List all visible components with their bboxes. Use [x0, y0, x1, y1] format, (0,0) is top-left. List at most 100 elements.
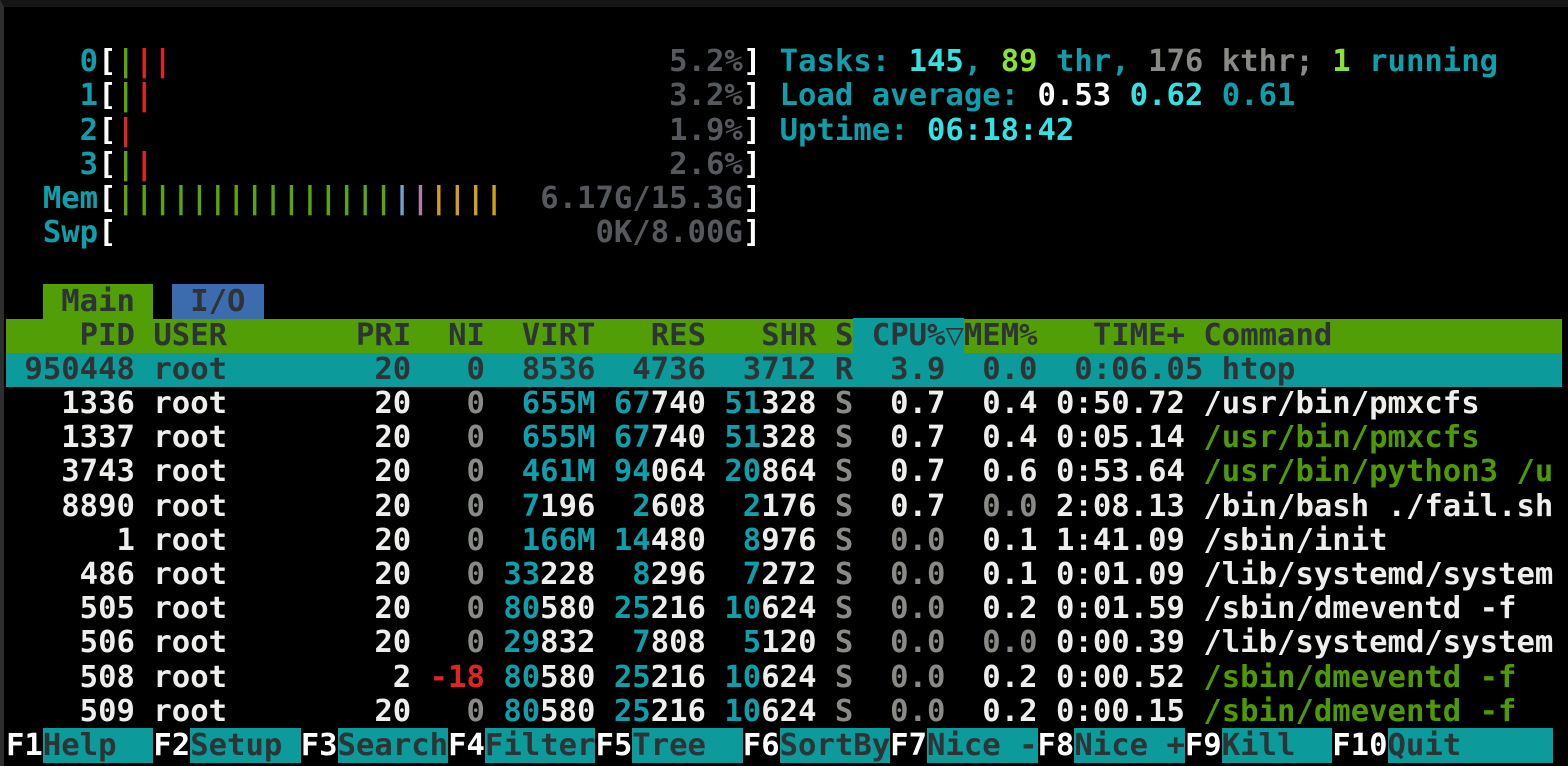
fkey-f4-label[interactable]: Filter: [484, 727, 596, 763]
text-segment: 196: [540, 488, 596, 524]
meter-bracket-open: [: [98, 180, 117, 216]
command-text: /sbin/dmeventd -f: [1203, 591, 1517, 627]
col-header-shr[interactable]: SHR: [724, 317, 817, 353]
col-header-user[interactable]: USER: [153, 317, 338, 353]
col-header-pri[interactable]: PRI: [355, 317, 412, 353]
text-segment: running: [1350, 44, 1499, 80]
text-segment: [761, 113, 779, 148]
text-segment: [706, 420, 724, 455]
text-segment: [153, 284, 171, 319]
text-segment: 580: [540, 591, 596, 627]
process-row-505[interactable]: 505 root 20 0 80580 25216 10624 S 0.0 0.…: [6, 592, 1568, 626]
text-segment: 0.2: [945, 591, 1038, 627]
cpu0-bar-user: |: [116, 44, 135, 80]
process-row-486[interactable]: 486 root 20 0 33228 8296 7272 S 0.0 0.1 …: [6, 557, 1568, 592]
fkey-f10[interactable]: F10: [1332, 727, 1388, 763]
text-segment: 25: [613, 659, 651, 695]
fkey-f10-label[interactable]: Quit: [1387, 727, 1554, 763]
col-header-res[interactable]: RES: [613, 317, 706, 353]
cpu1-bar-user: |: [116, 78, 135, 114]
tab-main[interactable]: Main: [42, 283, 154, 319]
tab-io[interactable]: I/O: [171, 283, 264, 319]
col-header-virt[interactable]: VIRT: [503, 317, 596, 353]
fkey-f2-label[interactable]: Setup: [190, 727, 301, 763]
text-segment: 0.0: [853, 693, 946, 729]
fkey-f9[interactable]: F9: [1184, 727, 1222, 763]
text-segment: [485, 386, 503, 421]
text-segment: 29: [503, 625, 541, 661]
text-segment: S: [834, 386, 854, 422]
text-segment: [595, 489, 613, 524]
fkey-f3[interactable]: F3: [300, 727, 338, 763]
cpu0-bar-kernel: ||: [134, 44, 172, 80]
text-segment: [817, 489, 835, 524]
col-header-mem[interactable]: MEM%: [963, 317, 1038, 353]
fkey-f3-label[interactable]: Search: [337, 727, 449, 763]
text-segment: ,: [1111, 44, 1149, 80]
text-segment: 624: [761, 693, 817, 729]
command-text: /usr/bin/pmxcfs: [1203, 420, 1480, 456]
fkey-f1-label[interactable]: Help: [42, 727, 154, 763]
text-segment: 0.4: [945, 420, 1038, 456]
text-segment: [153, 78, 669, 113]
meter-bracket-close: ]: [742, 44, 762, 80]
process-row-3743[interactable]: 3743 root 20 0 461M 94064 20864 S 0.7 0.…: [6, 455, 1568, 489]
text-segment: [595, 386, 613, 421]
tasks-label: Tasks:: [779, 44, 909, 80]
mem-label: Mem: [6, 180, 99, 216]
fkey-f2[interactable]: F2: [153, 727, 191, 763]
fkey-f8-label[interactable]: Nice +: [1074, 727, 1185, 763]
selected-process-text: 950448 root 20 0 8536 4736 3712 R 3.9 0.…: [6, 351, 1296, 387]
text-segment: [485, 625, 503, 660]
fkey-f7-label[interactable]: Nice -: [927, 727, 1038, 763]
process-row-506[interactable]: 506 root 20 0 29832 7808 5120 S 0.0 0.0 …: [6, 626, 1568, 660]
cpu2-label: 2: [6, 112, 99, 148]
process-row-1337[interactable]: 1337 root 20 0 655M 67740 51328 S 0.7 0.…: [6, 421, 1568, 455]
text-segment: [595, 454, 613, 489]
text-segment: [1185, 420, 1203, 455]
text-segment: S: [834, 591, 854, 627]
blank-row-mid: [6, 250, 1568, 284]
process-row-509[interactable]: 509 root 20 0 80580 25216 10624 S 0.0 0.…: [6, 693, 1568, 729]
text-segment: S: [834, 625, 854, 661]
text-segment: thr: [1037, 44, 1112, 80]
col-header-command[interactable]: Command: [1203, 317, 1333, 353]
fkey-f5[interactable]: F5: [595, 727, 633, 763]
text-segment: [817, 660, 835, 695]
text-segment: [1185, 694, 1203, 729]
command-text: /sbin/init: [1203, 522, 1388, 558]
fkey-f5-label[interactable]: Tree: [632, 727, 743, 763]
col-header-state[interactable]: S: [834, 317, 854, 353]
text-segment: 1:41.09: [1037, 522, 1185, 558]
fkey-f1[interactable]: F1: [6, 727, 43, 763]
text-segment: [706, 625, 724, 660]
process-row-508[interactable]: 508 root 2 -18 80580 25216 10624 S 0.0 0…: [6, 659, 1568, 695]
screen-tabs-row: Main I/O: [6, 283, 1568, 319]
load-1min: 0.53: [1037, 78, 1112, 114]
fkey-f6-label[interactable]: SortBy: [779, 727, 891, 763]
col-header-time[interactable]: TIME+: [1037, 317, 1185, 353]
fkey-f4[interactable]: F4: [448, 727, 485, 763]
fkey-f8[interactable]: F8: [1037, 727, 1075, 763]
threads-count: 89: [1000, 44, 1038, 80]
col-header-pid[interactable]: PID: [6, 317, 135, 353]
fkey-f7[interactable]: F7: [890, 727, 927, 763]
meter-bracket-close: ]: [742, 146, 762, 182]
cpu2-percent: 1.9%: [669, 112, 743, 148]
process-row-1336[interactable]: 1336 root 20 0 655M 67740 51328 S 0.7 0.…: [6, 386, 1568, 422]
text-segment: 120: [761, 625, 817, 661]
text-segment: 0: [429, 522, 485, 558]
text-segment: [1111, 78, 1129, 113]
fkey-f6[interactable]: F6: [742, 727, 780, 763]
process-row-1[interactable]: 1 root 20 0 166M 14480 8976 S 0.0 0.1 1:…: [6, 522, 1568, 558]
fkey-f9-label[interactable]: Kill: [1221, 727, 1333, 763]
text-segment: 508 root 2: [6, 659, 412, 695]
text-segment: 94: [613, 454, 651, 490]
text-segment: 0: [429, 693, 485, 729]
text-segment: 0.0: [853, 591, 946, 627]
col-header-cpu-sorted[interactable]: CPU%▽: [853, 317, 964, 353]
load-5min: 0.62: [1129, 78, 1204, 114]
col-header-ni[interactable]: NI: [429, 317, 485, 353]
process-row-950448-selected[interactable]: 950448 root 20 0 8536 4736 3712 R 3.9 0.…: [6, 351, 1562, 388]
process-row-8890[interactable]: 8890 root 20 0 7196 2608 2176 S 0.7 0.0 …: [6, 488, 1568, 524]
